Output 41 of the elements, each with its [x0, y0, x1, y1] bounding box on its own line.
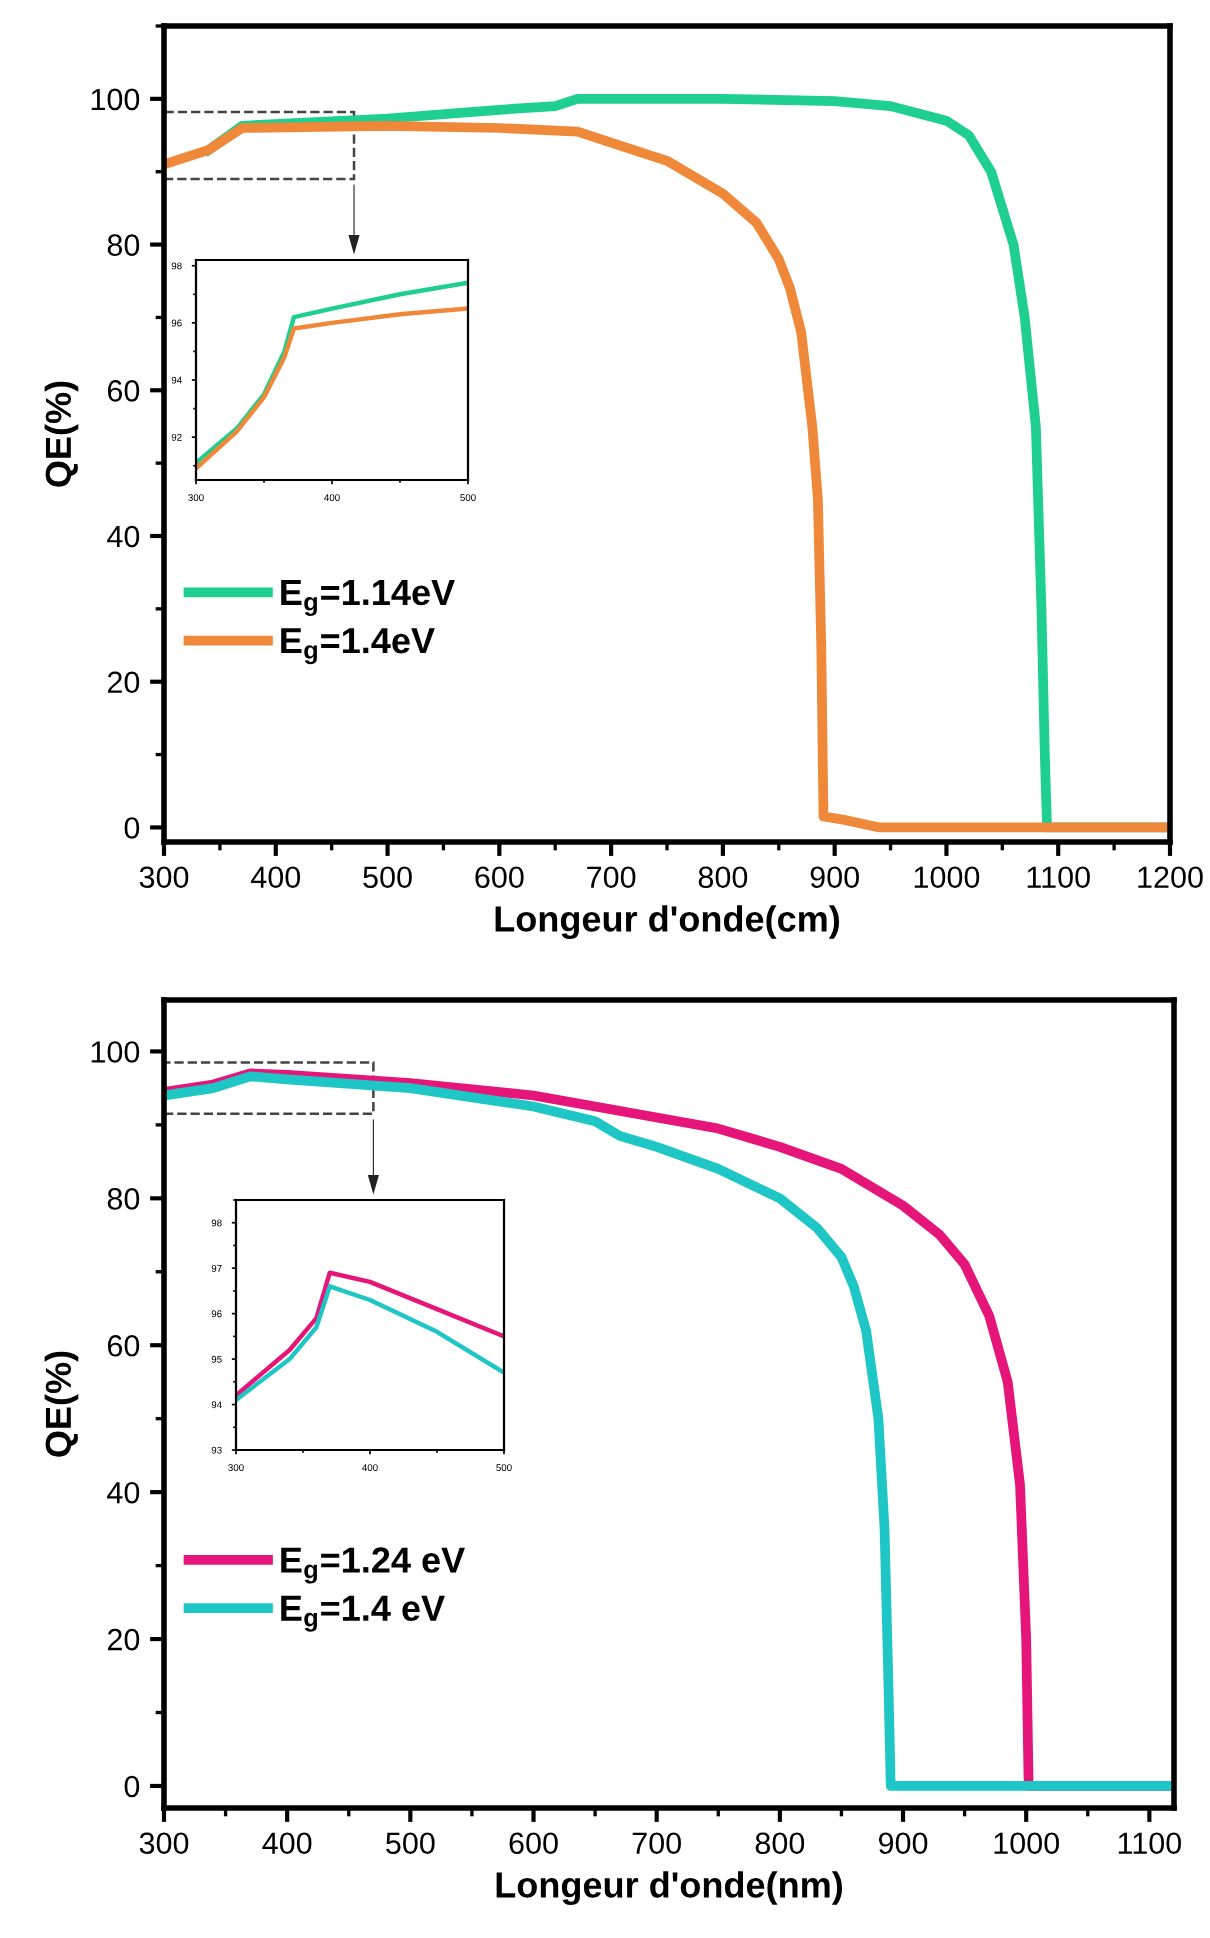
y-tick-label: 20 — [107, 1628, 140, 1651]
legend-label: E$_{g}$=1.14eV — [281, 580, 455, 616]
y-tick-label: 0 — [124, 817, 140, 839]
y-tick-label: 100 — [91, 88, 140, 111]
x-tick-label: 500 — [363, 866, 412, 889]
x-tick-label: 400 — [250, 866, 301, 889]
x-tick-label: 800 — [698, 866, 748, 889]
x-tick-label: 400 — [262, 1832, 312, 1855]
line-series — [196, 280, 468, 466]
y-tick-label: 100 — [91, 1041, 140, 1063]
x-tick-label: 300 — [139, 866, 189, 889]
line-series — [196, 306, 468, 471]
x-tick-label: 1100 — [1118, 1832, 1182, 1855]
x-tick-label: 600 — [509, 1832, 558, 1855]
y-tick-label: 80 — [107, 1188, 140, 1210]
x-tick-label: 900 — [878, 1832, 928, 1855]
y-tick-label: 60 — [107, 1334, 140, 1357]
x-axis-title: Longeur d'onde(cm) — [495, 905, 840, 940]
x-tick-label: 1000 — [994, 1832, 1059, 1855]
y-tick-label: 40 — [107, 525, 140, 548]
x-tick-label: 800 — [755, 1832, 805, 1855]
y-tick-label: 60 — [107, 380, 140, 402]
y-axis-title: QE(%) — [44, 1351, 79, 1457]
x-tick-label: 1200 — [1138, 866, 1203, 889]
legend-label: E$_{g}$=1.24 eV — [281, 1547, 465, 1584]
x-tick-label: 700 — [587, 866, 636, 889]
y-axis-title: QE(%) — [44, 381, 79, 487]
x-tick-label: 300 — [139, 1832, 189, 1855]
x-tick-label: 600 — [475, 866, 524, 889]
y-tick-label: 40 — [107, 1481, 140, 1504]
x-tick-label: 700 — [632, 1832, 681, 1855]
x-tick-label: 1100 — [1027, 866, 1090, 889]
y-tick-label: 0 — [124, 1775, 140, 1798]
legend-label: E$_{g}$=1.4eV — [281, 628, 435, 665]
x-tick-label: 900 — [810, 866, 859, 889]
y-tick-label: 80 — [107, 234, 140, 256]
x-axis-title: Longeur d'onde(nm) — [496, 1871, 843, 1906]
x-tick-label: 500 — [386, 1832, 435, 1855]
y-tick-label: 20 — [107, 671, 140, 694]
x-tick-label: 1000 — [914, 866, 980, 889]
legend-label: E$_{g}$=1.4 eV — [281, 1595, 445, 1632]
